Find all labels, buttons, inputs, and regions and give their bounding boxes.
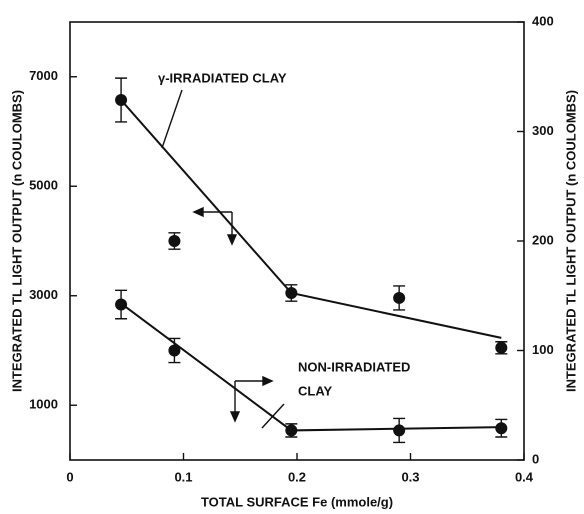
y-axis-label: INTEGRATED TL LIGHT OUTPUT (n COULOMBS) xyxy=(9,90,24,392)
x-tick-label: 0.3 xyxy=(401,469,419,484)
y2-tick-label: 400 xyxy=(532,13,554,28)
x-tick-label: 0.1 xyxy=(174,469,192,484)
y-tick-label: 7000 xyxy=(29,68,58,83)
y2-tick-label: 100 xyxy=(532,342,554,357)
y-tick-label: 1000 xyxy=(29,397,58,412)
y2-tick-label: 200 xyxy=(532,232,554,247)
arrows xyxy=(161,89,285,429)
point xyxy=(115,94,128,107)
x-tick-label: 0.2 xyxy=(288,469,306,484)
x-axis-label: TOTAL SURFACE Fe (mmole/g) xyxy=(201,494,393,509)
x-tick-label: 0 xyxy=(66,469,73,484)
y2-tick-label: 0 xyxy=(532,451,539,466)
annotation: NON-IRRADIATED xyxy=(298,359,410,374)
point xyxy=(168,344,181,357)
y-tick-label: 3000 xyxy=(29,287,58,302)
point xyxy=(495,422,508,435)
y-tick-label: 5000 xyxy=(29,178,58,193)
y2-axis-label: INTEGRATED TL LIGHT OUTPUT (n COULOMBS) xyxy=(563,90,578,392)
x-tick-label: 0.4 xyxy=(515,469,534,484)
y2-tick-label: 300 xyxy=(532,123,554,138)
point xyxy=(495,341,508,354)
point xyxy=(285,424,298,437)
point xyxy=(115,298,128,311)
point xyxy=(393,291,406,304)
annotation: γ-IRRADIATED CLAY xyxy=(158,70,287,85)
annotation: CLAY xyxy=(298,383,333,398)
fit-line xyxy=(120,99,502,339)
point xyxy=(393,424,406,437)
plot-frame xyxy=(69,21,525,461)
point xyxy=(168,235,181,247)
point xyxy=(285,287,298,300)
